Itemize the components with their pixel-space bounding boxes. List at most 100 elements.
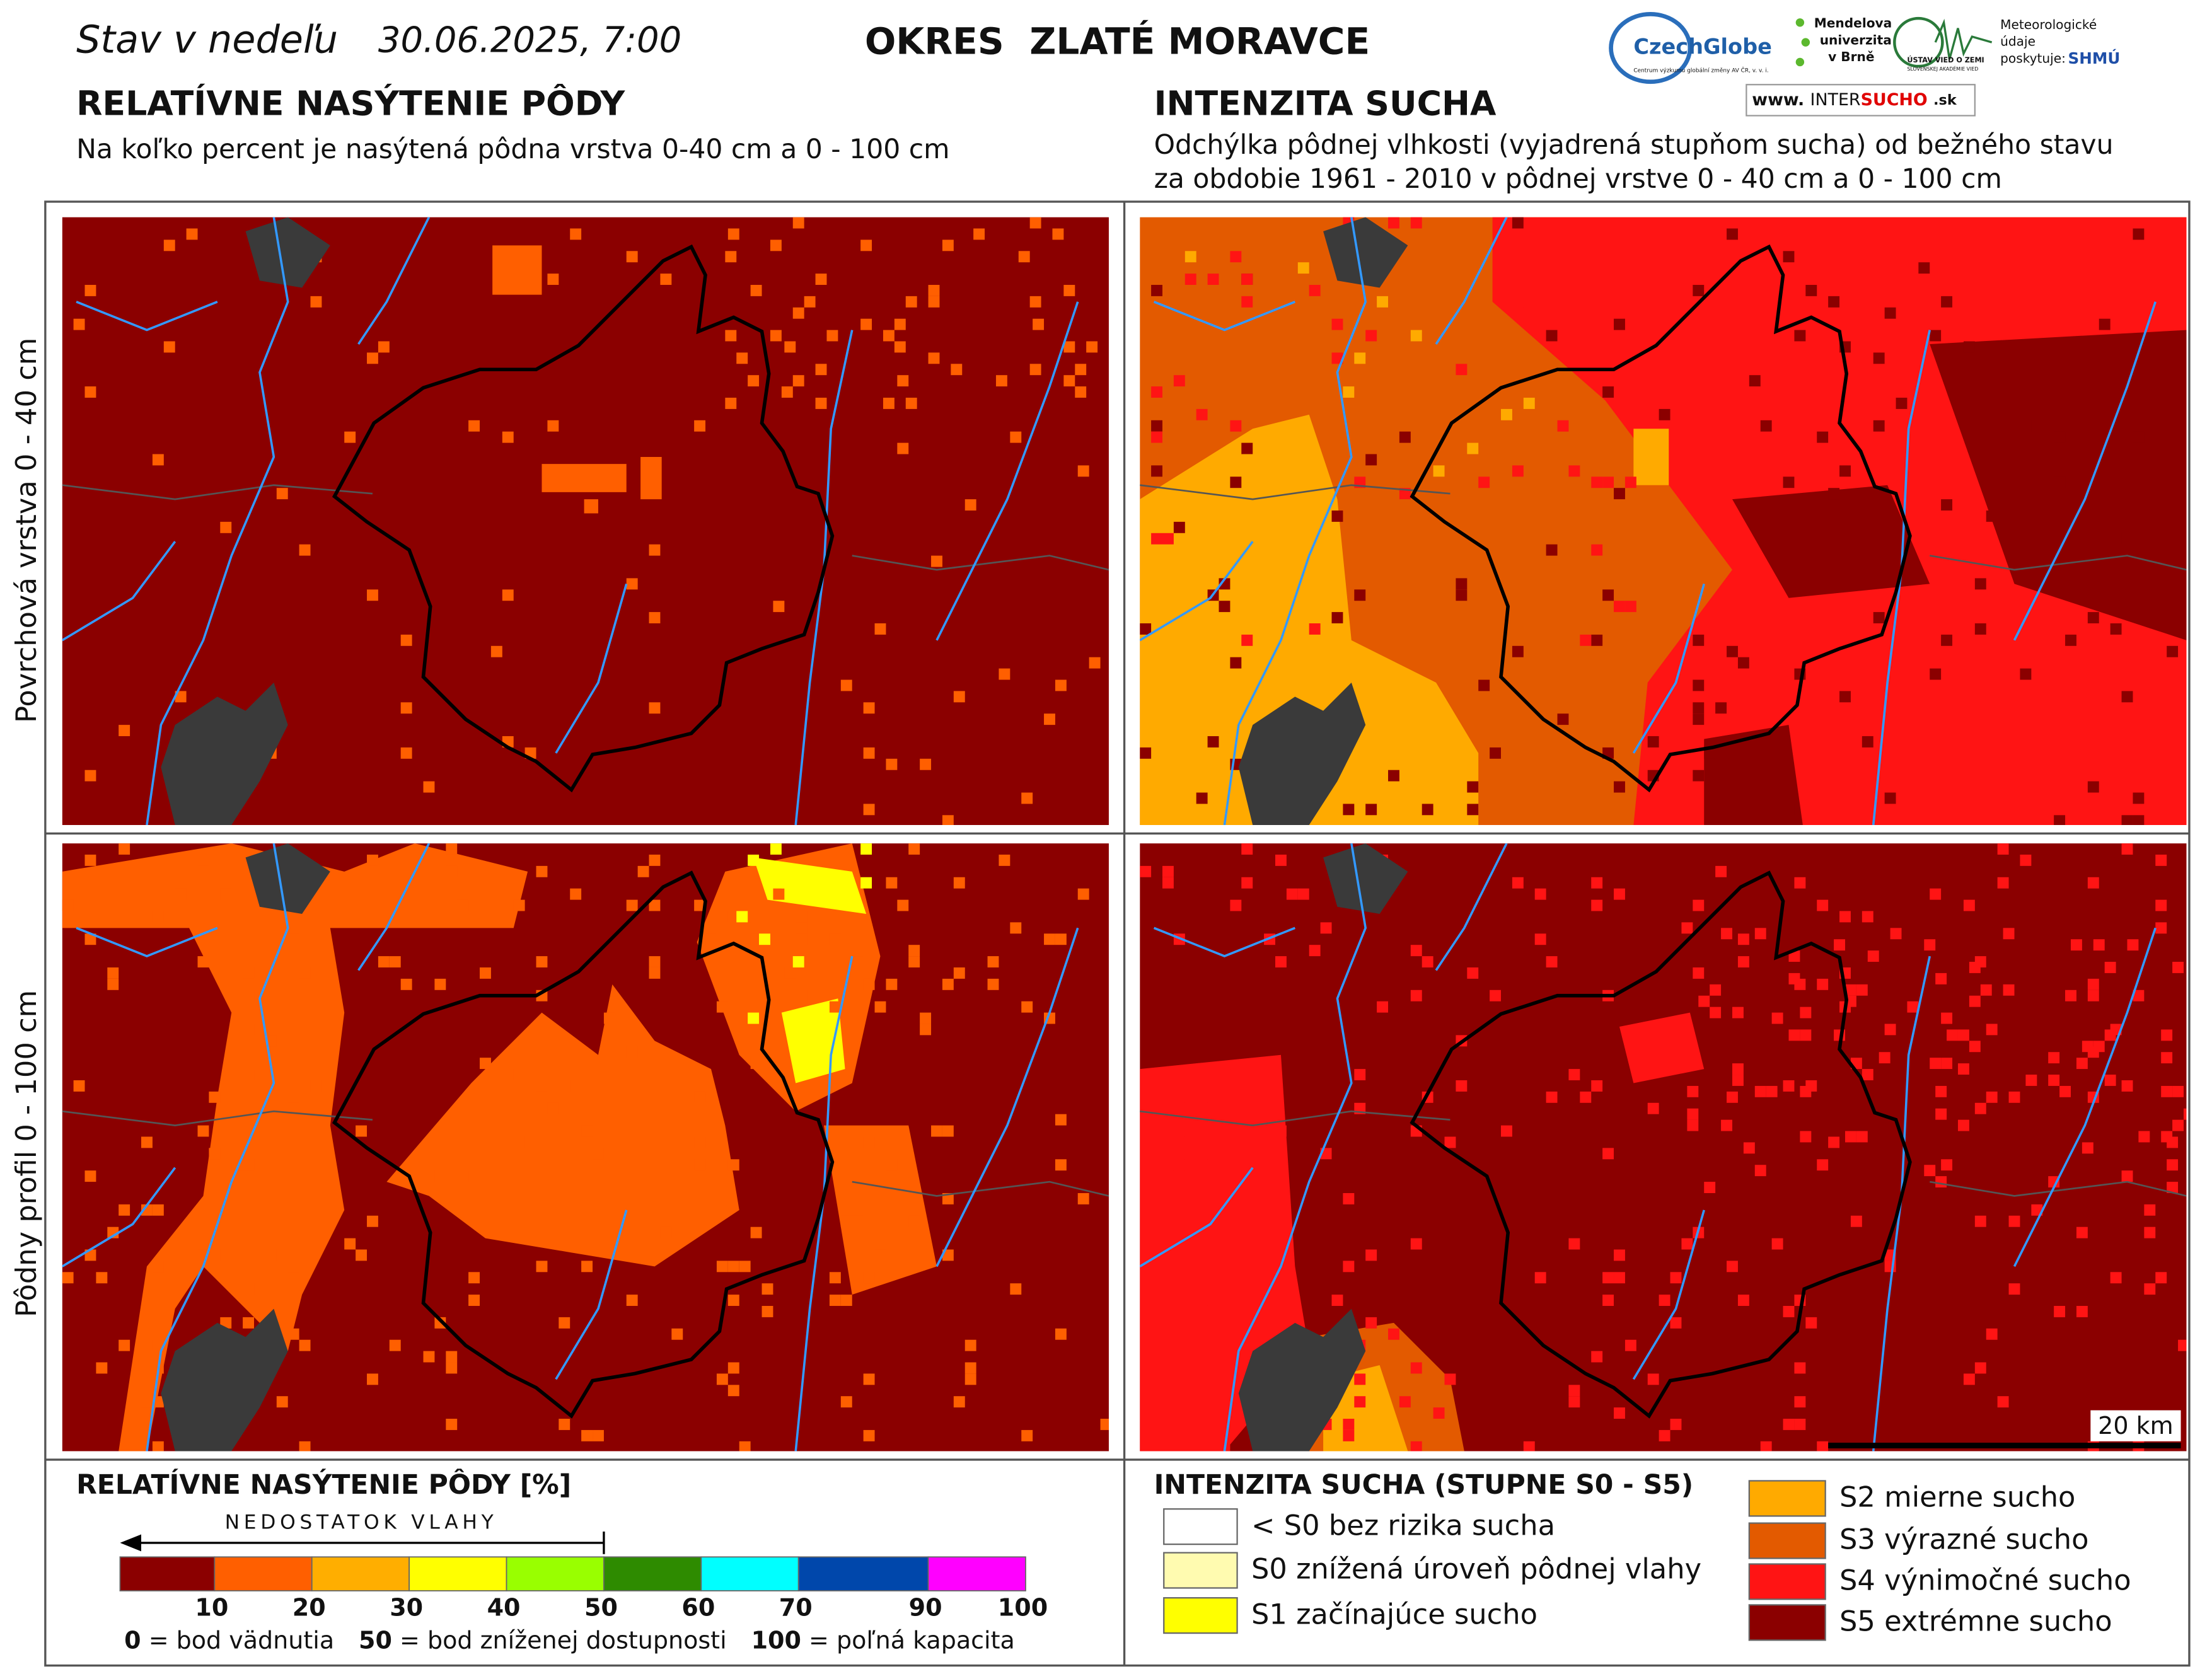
map-cell: [1800, 1029, 1812, 1041]
map-cell: [1591, 899, 1603, 911]
map-cell: [1974, 623, 1986, 635]
map-cell: [1196, 1102, 1208, 1114]
map-cell: [2121, 815, 2133, 825]
map-cell: [1647, 736, 1659, 748]
map-cell: [287, 933, 299, 945]
map-cell: [593, 1148, 604, 1160]
map-cell: [840, 1215, 852, 1227]
map-cell: [1568, 1385, 1580, 1397]
map-cell: [1365, 804, 1377, 816]
map-cell: [1173, 521, 1185, 533]
border: [852, 1180, 1109, 1197]
map-cell: [953, 691, 965, 703]
map-cell: [1624, 1339, 1636, 1351]
map-cell: [626, 899, 638, 911]
map-cell: [1063, 284, 1075, 296]
map-cell: [1704, 747, 1716, 759]
map-cell: [1800, 1131, 1812, 1143]
map-cell: [1710, 984, 1722, 996]
map-cell: [736, 352, 748, 364]
map-cell: [942, 978, 954, 990]
map-cell: [367, 352, 378, 364]
map-cell: [2087, 978, 2099, 990]
map-cell: [1275, 1125, 1287, 1137]
map-cell: [905, 397, 917, 409]
map-panel: [62, 843, 1109, 1452]
map-cell: [1456, 364, 1468, 376]
map-cell: [1275, 956, 1287, 967]
map-cell: [84, 1170, 96, 1182]
map-cell: [897, 375, 909, 387]
map-cell: [2065, 634, 2076, 646]
map-cell: [1591, 634, 1603, 646]
map-cell: [920, 1024, 932, 1036]
map-cell: [2065, 990, 2076, 1002]
map-cell: [1388, 770, 1399, 782]
map-cell: [1354, 1373, 1366, 1385]
map-cell: [2003, 984, 2015, 996]
map-cell: [536, 865, 548, 877]
map-region: [1140, 414, 1479, 825]
river: [1632, 583, 1705, 754]
map-cell: [1467, 967, 1479, 979]
left-subtitle: Na koľko percent je nasýtená pôdna vrstv…: [76, 134, 949, 165]
logo-text: SLOVENSKEJ AKADÉMIE VIED: [1907, 65, 1978, 72]
map-cell: [1467, 781, 1479, 793]
map-cell: [96, 1272, 108, 1284]
map-cell: [804, 296, 816, 308]
map-cell: [694, 899, 706, 911]
map-cell: [908, 956, 920, 967]
map-cell: [559, 1317, 570, 1329]
map-cell: [1377, 1001, 1389, 1013]
map-cell: [1044, 713, 1055, 725]
map-cell: [1974, 1362, 1986, 1374]
map-cell: [1162, 877, 1174, 889]
map-cell: [197, 1125, 209, 1137]
map-cell: [581, 1125, 593, 1137]
map-cell: [276, 1396, 288, 1408]
map-cell: [119, 725, 130, 737]
map-cell: [649, 544, 661, 556]
map-cell: [62, 1272, 74, 1284]
map-cell: [2155, 1272, 2167, 1284]
map-cell: [1614, 1272, 1625, 1284]
map-cell: [1681, 922, 1693, 934]
map-cell: [1817, 1441, 1829, 1452]
map-cell: [874, 623, 886, 635]
row-label: Povrchová vrstva 0 - 40 cm: [9, 338, 43, 723]
map-cell: [792, 375, 804, 387]
map-cell: [1693, 770, 1705, 782]
map-cell: [1196, 408, 1208, 420]
map-cell: [243, 990, 255, 1002]
map-cell: [727, 1159, 739, 1171]
map-cell: [1021, 1001, 1033, 1013]
map-cell: [1659, 408, 1671, 420]
map-cell: [860, 843, 872, 855]
map-cell: [1490, 990, 1502, 1002]
map-cell: [773, 888, 785, 900]
map-cell: [2121, 533, 2133, 545]
legend-swatch: [1163, 1597, 1238, 1634]
map-cell: [2167, 645, 2179, 657]
legend-label: S2 mierne sucho: [1839, 1481, 2075, 1514]
map-cell: [1783, 804, 1795, 816]
map-cell: [953, 877, 965, 889]
map-cell: [761, 1283, 773, 1295]
map-cell: [2167, 1182, 2179, 1193]
map-cell: [547, 420, 559, 432]
map-cell: [1879, 1052, 1891, 1064]
map-cell: [2082, 1041, 2093, 1053]
map-cell: [1867, 950, 1879, 962]
map-region: [1633, 429, 1669, 485]
map-cell: [748, 854, 760, 866]
logo-text: .sk: [1933, 91, 1957, 108]
map-region: [584, 499, 598, 514]
map-cell: [1219, 578, 1230, 590]
map-cell: [883, 330, 895, 342]
map-cell: [2003, 928, 2015, 940]
map-cell: [725, 397, 737, 409]
map-cell: [1534, 888, 1546, 900]
map-cell: [1219, 601, 1230, 613]
map-cell: [1828, 488, 1840, 500]
map-cell: [73, 318, 85, 330]
